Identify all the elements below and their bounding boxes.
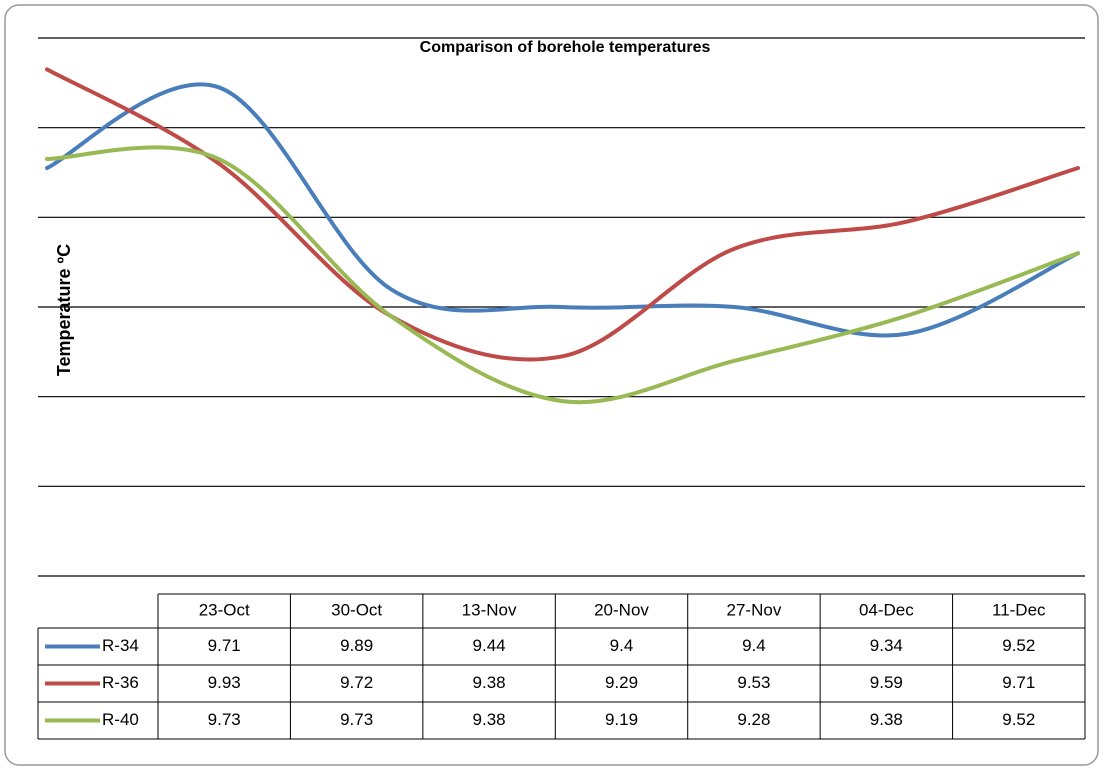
table-header: 30-Oct xyxy=(331,600,382,619)
table-cell: 9.38 xyxy=(870,710,903,729)
table-cell: 9.38 xyxy=(473,710,506,729)
table-cell: 9.53 xyxy=(737,673,770,692)
table-cell: 9.19 xyxy=(605,710,638,729)
y-axis-label: Temperature ºC xyxy=(54,244,74,376)
legend-label: R-34 xyxy=(102,636,139,655)
table-cell: 9.34 xyxy=(870,636,903,655)
table-header: 27-Nov xyxy=(727,600,782,619)
table-cell: 9.4 xyxy=(610,636,634,655)
chart-frame xyxy=(4,4,1099,766)
legend-label: R-36 xyxy=(102,673,139,692)
table-cell: 9.89 xyxy=(340,636,373,655)
table-cell: 9.28 xyxy=(737,710,770,729)
series-line xyxy=(45,67,1080,362)
table-cell: 9.52 xyxy=(1002,636,1035,655)
table-cell: 9.71 xyxy=(1002,673,1035,692)
table-cell: 9.73 xyxy=(208,710,241,729)
table-header: 11-Dec xyxy=(992,600,1046,619)
series-line xyxy=(45,82,1080,338)
table-cell: 9.93 xyxy=(208,673,241,692)
legend-label: R-40 xyxy=(102,710,139,729)
table-header: 04-Dec xyxy=(859,600,914,619)
table-cell: 9.4 xyxy=(742,636,766,655)
chart-title: Comparison of borehole temperatures xyxy=(420,39,711,56)
table-cell: 9.71 xyxy=(208,636,241,655)
table-header: 20-Nov xyxy=(594,600,649,619)
table-cell: 9.44 xyxy=(473,636,506,655)
table-cell: 9.72 xyxy=(340,673,373,692)
table-cell: 9.38 xyxy=(473,673,506,692)
table-header: 13-Nov xyxy=(462,600,517,619)
series-line xyxy=(45,145,1080,405)
table-cell: 9.52 xyxy=(1002,710,1035,729)
table-header: 23-Oct xyxy=(199,600,250,619)
table-cell: 9.29 xyxy=(605,673,638,692)
table-cell: 9.73 xyxy=(340,710,373,729)
table-cell: 9.59 xyxy=(870,673,903,692)
